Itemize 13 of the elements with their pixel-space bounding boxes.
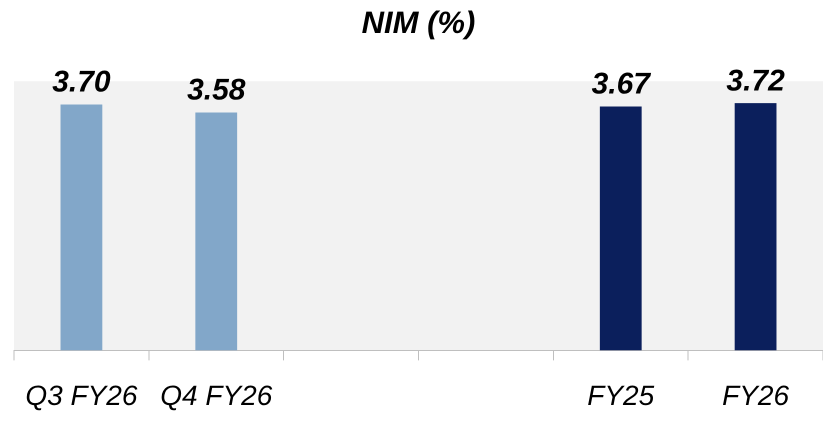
- x-tick-label: FY25: [587, 380, 655, 411]
- data-label: 3.67: [592, 68, 652, 101]
- x-tick-label: Q4 FY26: [160, 380, 273, 411]
- bar: [60, 104, 102, 350]
- data-label: 3.58: [187, 74, 246, 107]
- bar: [600, 106, 642, 350]
- data-label: 3.70: [52, 66, 111, 99]
- bar: [195, 112, 238, 350]
- bar: [734, 103, 776, 350]
- x-tick-label: Q3 FY26: [25, 380, 138, 411]
- x-tick-label: FY26: [722, 380, 790, 411]
- chart-title: NIM (%): [362, 5, 476, 40]
- data-label: 3.72: [726, 64, 786, 98]
